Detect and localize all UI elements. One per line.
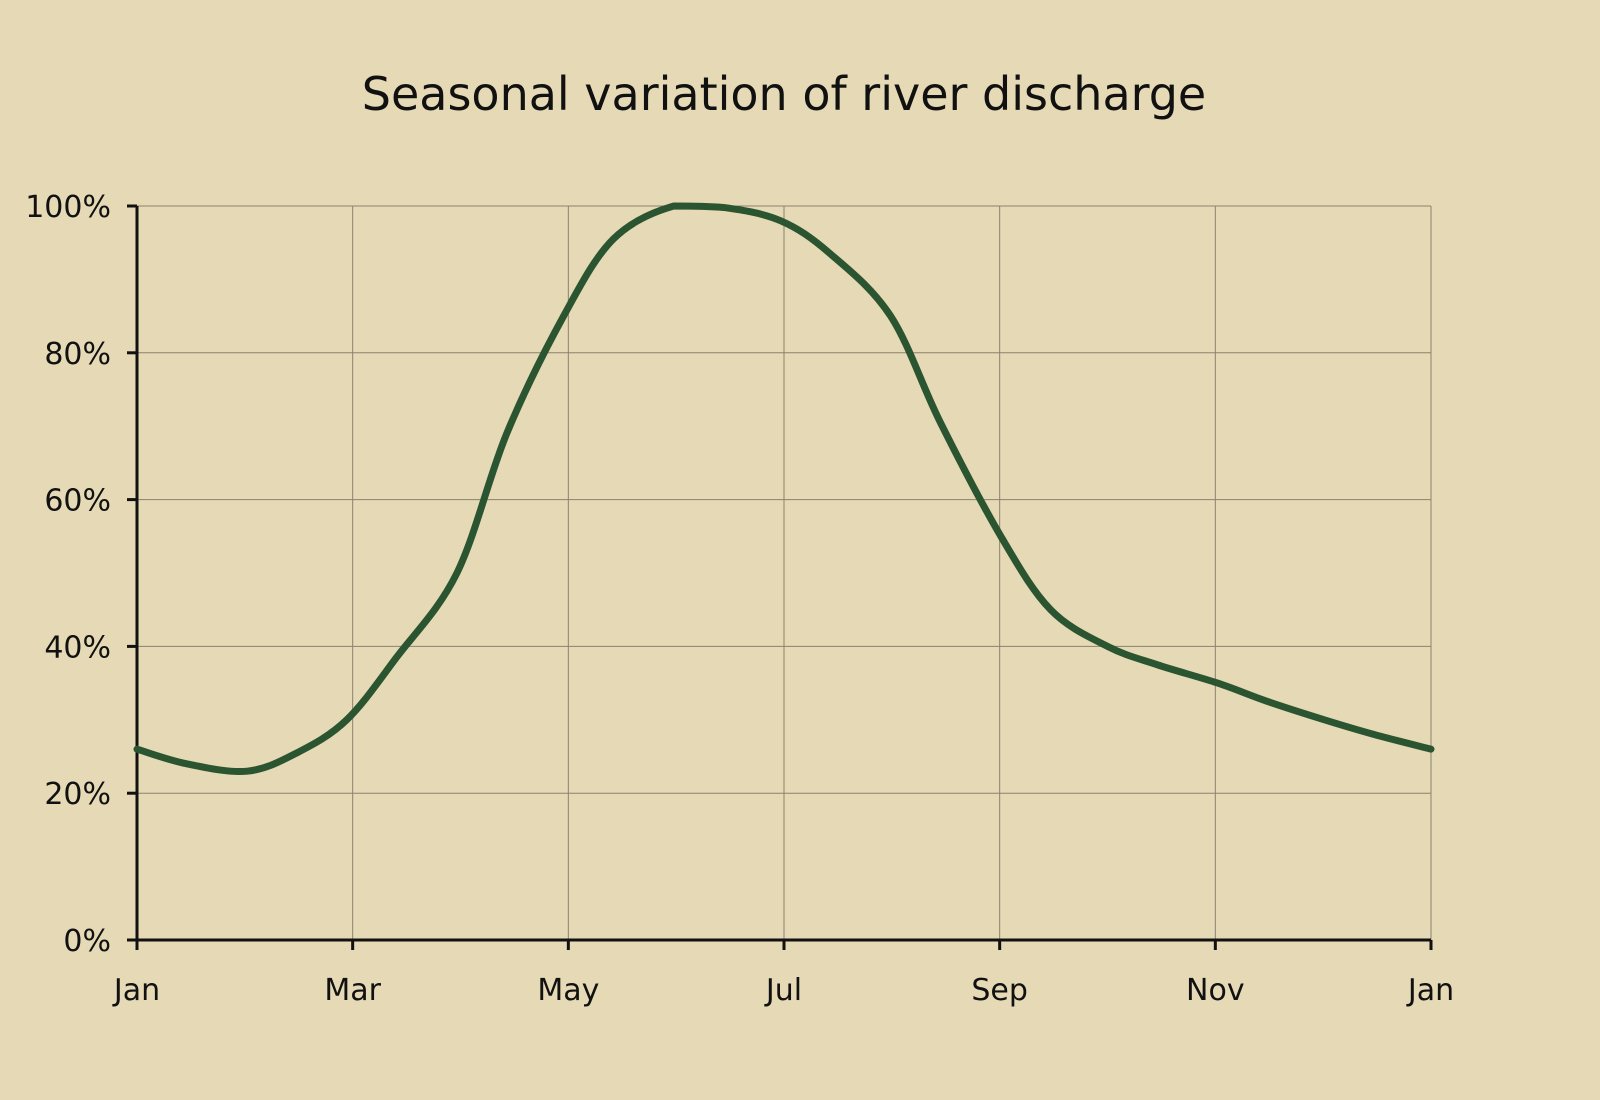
x-tick-label: Nov [1186, 973, 1245, 1008]
y-tick-label: 100% [25, 190, 111, 225]
x-tick-label: Mar [324, 973, 381, 1008]
y-tick-label: 40% [44, 630, 111, 665]
series-line [133, 202, 1435, 776]
y-tick-label: 60% [44, 484, 111, 519]
grid [137, 205, 1432, 940]
y-tick-label: 80% [44, 337, 111, 372]
x-tick-label: Jan [112, 973, 160, 1008]
chart-title: Seasonal variation of river discharge [362, 67, 1206, 121]
axes [127, 204, 1433, 950]
x-tick-label: Jul [764, 973, 802, 1008]
y-tick-label: 20% [44, 777, 111, 812]
x-tick-label: Sep [971, 973, 1028, 1008]
x-tick-label: May [537, 973, 599, 1008]
x-tick-label: Jan [1406, 973, 1454, 1008]
y-tick-label: 0% [63, 924, 111, 959]
